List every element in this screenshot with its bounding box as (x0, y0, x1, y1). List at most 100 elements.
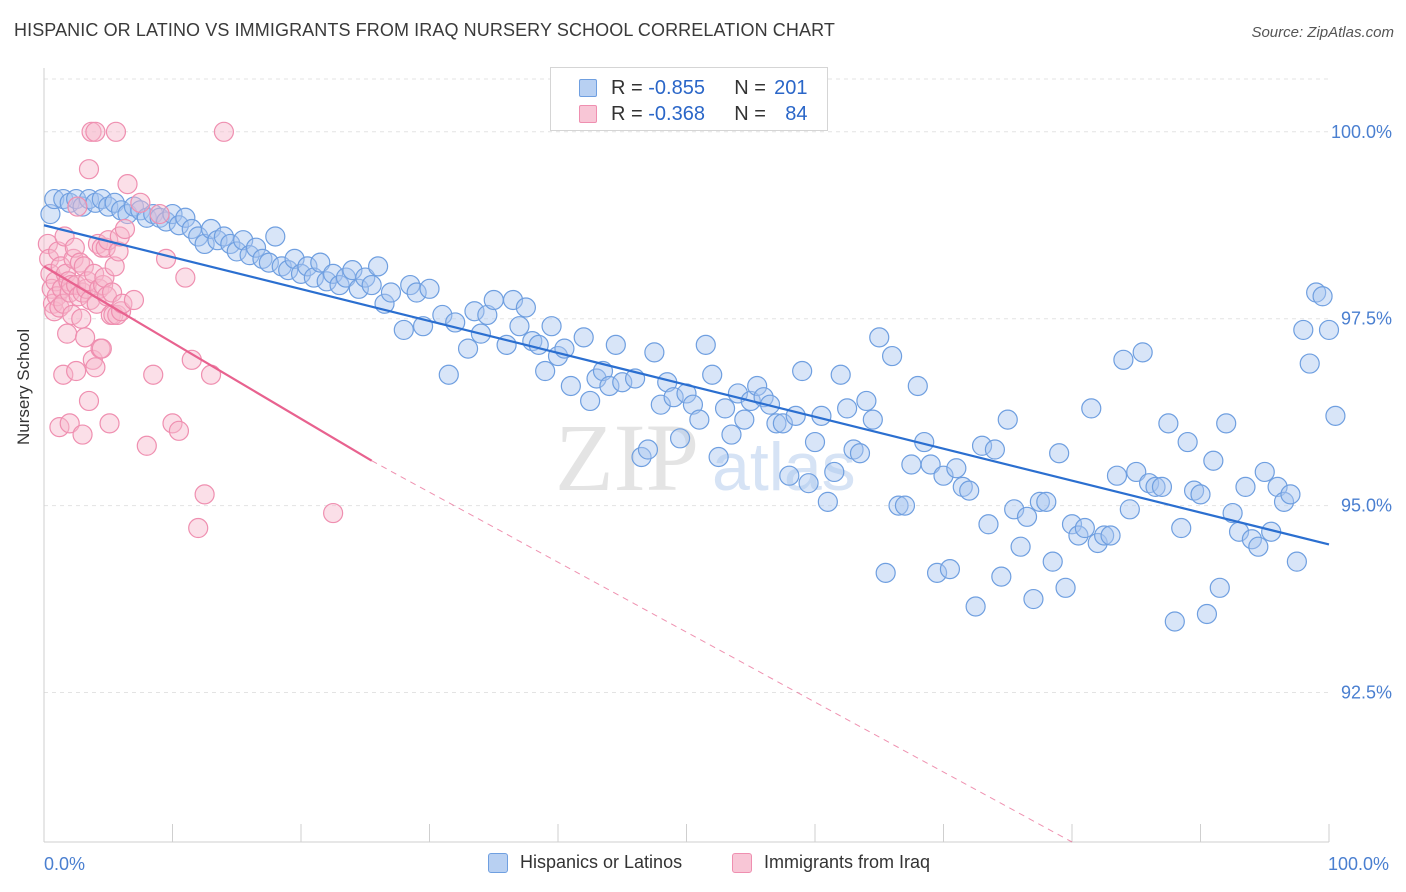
point-hispanic (175, 207, 196, 228)
point-iraq (136, 435, 157, 456)
point-hispanic (1216, 413, 1237, 434)
point-iraq (73, 256, 94, 277)
point-hispanic (1325, 405, 1346, 426)
point-hispanic (323, 263, 344, 284)
point-hispanic (946, 458, 967, 479)
point-hispanic (361, 274, 382, 296)
point-hispanic (920, 454, 941, 475)
point-hispanic (1151, 476, 1173, 498)
point-hispanic (888, 495, 909, 516)
point-iraq (130, 192, 151, 213)
point-hispanic (1113, 349, 1134, 370)
point-hispanic (297, 256, 318, 277)
y-tick-label: 95.0% (1341, 496, 1392, 516)
point-hispanic (1119, 499, 1140, 520)
point-hispanic (605, 334, 626, 355)
point-iraq (78, 159, 100, 180)
watermark: ZIP atlas (555, 404, 856, 511)
legend-n-label: N = (734, 76, 766, 99)
legend-n-value: 201 (774, 76, 808, 99)
trend-lines (43, 224, 1330, 843)
point-hispanic (1190, 484, 1211, 505)
point-hispanic (971, 435, 993, 456)
point-hispanic (368, 256, 389, 277)
point-hispanic (682, 394, 704, 415)
point-hispanic (1042, 551, 1063, 572)
point-hispanic (477, 304, 498, 326)
point-iraq (155, 248, 177, 269)
point-iraq (57, 323, 78, 344)
point-hispanic (580, 390, 601, 412)
point-hispanic (1126, 461, 1147, 483)
point-iraq (213, 121, 234, 142)
point-hispanic (1293, 319, 1314, 341)
point-hispanic (894, 495, 916, 516)
bottom-legend-swatch-blue (488, 852, 508, 873)
point-hispanic (1312, 286, 1333, 307)
point-hispanic (1138, 473, 1160, 494)
bottom-legend-swatch-pink (732, 852, 752, 873)
y-tick-label: 97.5% (1341, 309, 1392, 329)
point-hispanic (573, 327, 594, 348)
point-hispanic (303, 267, 324, 288)
point-hispanic (1222, 502, 1243, 524)
point-hispanic (830, 364, 851, 385)
point-hispanic (695, 334, 716, 355)
x-tick-label-max: 100.0% (1328, 854, 1389, 874)
point-iraq (49, 416, 70, 438)
legend-r-value: -0.855 (648, 76, 705, 99)
bottom-legend-label: Immigrants from Iraq (764, 852, 931, 872)
point-hispanic (907, 375, 928, 397)
point-hispanic (991, 566, 1012, 587)
point-hispanic (978, 514, 999, 535)
point-iraq (64, 237, 85, 258)
point-iraq (72, 424, 93, 445)
point-hispanic (644, 342, 665, 363)
point-hispanic (380, 282, 402, 303)
point-hispanic (483, 289, 504, 311)
point-hispanic (708, 446, 729, 468)
point-hispanic (226, 241, 247, 262)
point-hispanic (862, 409, 883, 430)
point-hispanic (265, 226, 286, 247)
point-iraq (188, 517, 209, 539)
point-hispanic (1055, 577, 1076, 598)
point-hispanic (965, 596, 986, 617)
point-hispanic (817, 491, 838, 512)
point-hispanic (804, 431, 826, 453)
point-hispanic (1209, 577, 1230, 598)
point-hispanic (200, 218, 222, 240)
point-hispanic (1171, 517, 1192, 539)
point-hispanic (959, 480, 980, 501)
point-hispanic (1254, 461, 1275, 483)
point-iraq (53, 364, 74, 385)
axes (43, 68, 1330, 843)
point-iraq (59, 413, 80, 434)
point-iraq (105, 121, 127, 142)
point-hispanic (1164, 611, 1185, 632)
point-iraq (85, 357, 106, 378)
y-tick-label: 92.5% (1341, 682, 1392, 702)
point-hispanic (1016, 506, 1038, 527)
point-hispanic (1094, 525, 1115, 546)
trend-line-iraq (43, 265, 373, 462)
point-hispanic (881, 345, 903, 367)
point-hispanic (348, 278, 369, 299)
point-hispanic (207, 230, 228, 251)
point-iraq (37, 233, 58, 255)
point-hispanic (528, 334, 549, 355)
point-hispanic (702, 364, 723, 385)
point-hispanic (766, 413, 787, 434)
point-hispanic (1036, 491, 1057, 512)
point-hispanic (869, 327, 890, 348)
point-hispanic (515, 297, 536, 318)
point-iraq (72, 282, 93, 303)
point-hispanic (875, 562, 896, 583)
point-hispanic (599, 375, 620, 397)
point-hispanic (1010, 536, 1031, 557)
bottom-legend-hispanic: Hispanics or Latinos (488, 852, 682, 873)
point-hispanic (669, 428, 691, 449)
correlation-legend: R = -0.855 N = 201 R = -0.368 N = 84 (550, 67, 828, 131)
point-iraq (149, 203, 170, 225)
point-iraq (69, 252, 91, 273)
